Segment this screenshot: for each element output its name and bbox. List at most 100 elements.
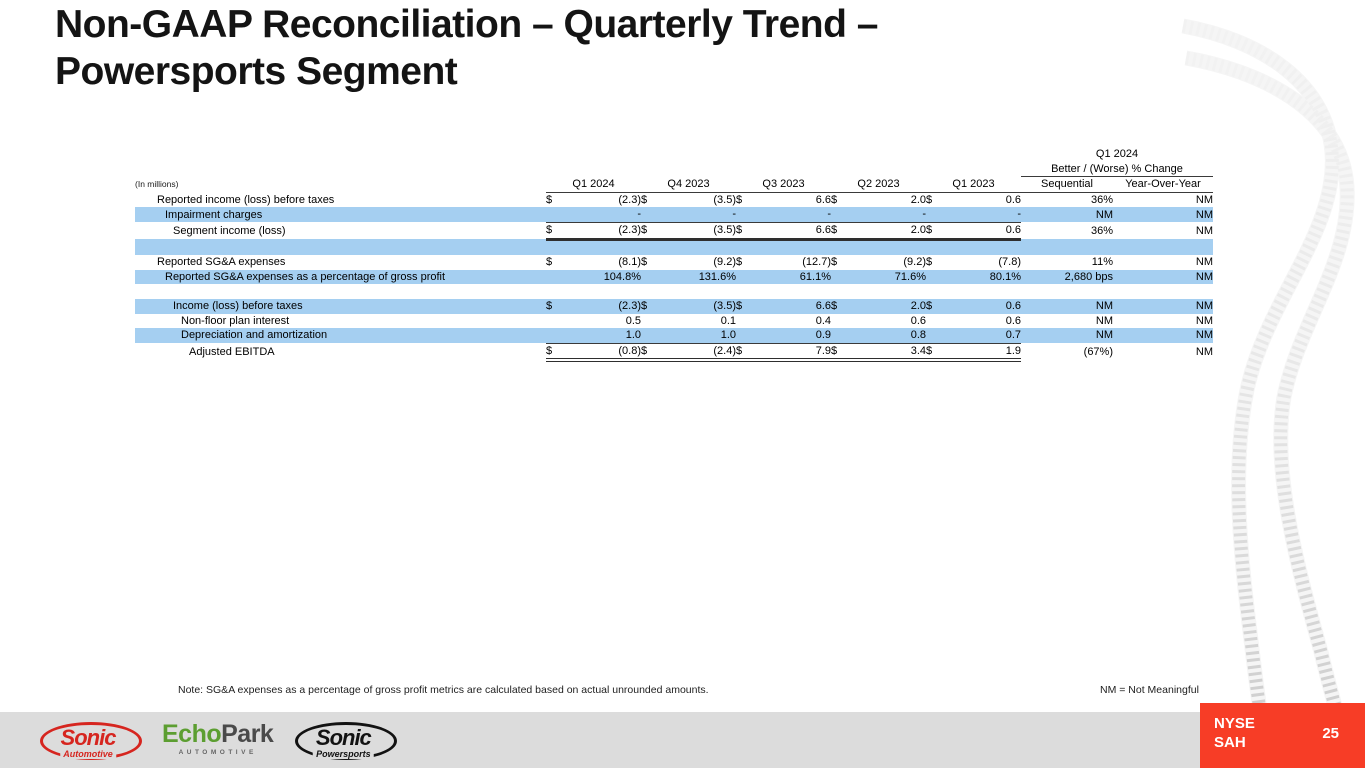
change-header-row-2: Better / (Worse) % Change — [135, 161, 1213, 178]
dollar-sign-cell — [831, 314, 847, 329]
value-cell: (12.7) — [802, 256, 831, 269]
yoy-change-cell: NM — [1195, 224, 1213, 237]
value-cell: (3.5) — [657, 298, 736, 314]
column-header-q1-2023: Q1 2023 — [926, 176, 1021, 193]
dollar-sign-cell — [641, 328, 657, 344]
spacer-row — [135, 284, 1213, 299]
value-cell: - — [562, 207, 641, 223]
sequential-change-cell — [1021, 239, 1113, 256]
value-cell — [657, 239, 736, 256]
value-cell: 71.6% — [847, 269, 926, 285]
value-cell: (3.5) — [657, 222, 736, 241]
value-cell: (7.8) — [998, 256, 1021, 269]
dollar-sign-cell — [736, 207, 752, 223]
yoy-change-cell — [1113, 284, 1213, 299]
dollar-sign-cell: $ — [831, 256, 838, 269]
sonic-automotive-logo: Sonic Automotive — [40, 721, 142, 760]
value-cell: 3.4 — [847, 343, 926, 363]
dollar-sign-cell — [641, 207, 657, 223]
row-label — [135, 284, 546, 299]
echopark-logo: EchoPark AUTOMOTIVE — [162, 719, 274, 757]
dollar-sign-cell: $ — [546, 256, 553, 269]
sequential-change-cell: 2,680 bps — [1021, 269, 1113, 285]
dollar-sign-cell — [736, 328, 752, 344]
value-cell: (2.4) — [657, 343, 736, 363]
value-cell: 0.6 — [942, 298, 1021, 314]
sequential-change-cell: 36% — [1090, 193, 1113, 206]
sonic-powersports-logo: Sonic Powersports — [295, 721, 398, 760]
value-cell: (0.8) — [562, 343, 641, 363]
value-cell: 80.1% — [942, 269, 1021, 285]
value-cell: 0.1 — [720, 314, 736, 327]
dollar-sign-cell — [736, 314, 752, 329]
value-cell — [847, 239, 926, 256]
dollar-sign-cell — [831, 284, 847, 299]
dollar-sign-cell: $ — [641, 222, 657, 241]
dollar-sign-cell — [926, 284, 942, 299]
value-cell: 0.9 — [752, 328, 831, 344]
sequential-change-cell: NM — [1021, 207, 1113, 223]
column-header-q3-2023: Q3 2023 — [736, 176, 831, 193]
dollar-sign-cell — [736, 284, 752, 299]
units-label: (In millions) — [135, 179, 179, 190]
change-header-quarter: Q1 2024 — [1095, 148, 1139, 161]
value-cell: 1.0 — [562, 328, 641, 344]
value-cell — [942, 239, 1021, 256]
value-cell — [847, 284, 926, 299]
value-cell — [562, 239, 641, 256]
sequential-change-cell: 11% — [1091, 256, 1113, 269]
dollar-sign-cell — [546, 269, 562, 285]
dollar-sign-cell — [736, 239, 752, 256]
sonic-powersports-wordmark: Sonic — [315, 725, 372, 750]
value-cell: (3.5) — [713, 193, 736, 206]
dollar-sign-cell — [831, 239, 847, 256]
column-header-q1-2024: Q1 2024 — [546, 176, 641, 193]
dollar-sign-cell: $ — [546, 298, 562, 314]
value-cell: 104.8% — [562, 269, 641, 285]
value-cell: 131.6% — [657, 269, 736, 285]
dollar-sign-cell: $ — [926, 256, 933, 269]
value-cell: 0.5 — [625, 314, 641, 327]
value-cell: 2.0 — [847, 298, 926, 314]
sequential-change-cell: NM — [1021, 328, 1113, 344]
echopark-wordmark-echo: Echo — [162, 719, 222, 748]
sonic-automotive-wordmark: Sonic — [60, 725, 117, 750]
yoy-change-cell: NM — [1195, 193, 1213, 206]
dollar-sign-cell: $ — [831, 343, 847, 363]
dollar-sign-cell: $ — [926, 193, 933, 206]
sonic-powersports-subtext: Powersports — [313, 750, 374, 759]
dollar-sign-cell — [926, 328, 942, 344]
value-cell: 0.6 — [910, 314, 926, 327]
dollar-sign-cell: $ — [926, 298, 942, 314]
dollar-sign-cell: $ — [736, 343, 752, 363]
page-number: 25 — [1322, 725, 1339, 742]
value-cell: - — [942, 207, 1021, 223]
row-label: Depreciation and amortization — [135, 328, 546, 344]
value-cell: 0.7 — [942, 328, 1021, 344]
dollar-sign-cell — [641, 314, 657, 329]
dollar-sign-cell — [641, 239, 657, 256]
yoy-change-cell: NM — [1113, 269, 1213, 285]
change-header-row-1: Q1 2024 — [135, 147, 1213, 162]
dollar-sign-cell — [546, 207, 562, 223]
reconciliation-table: Q1 2024 Better / (Worse) % Change (In mi… — [135, 147, 1213, 363]
column-header-q4-2023: Q4 2023 — [641, 176, 736, 193]
yoy-change-cell: NM — [1113, 207, 1213, 223]
value-cell: 6.6 — [752, 222, 831, 241]
dollar-sign-cell — [736, 269, 752, 285]
sequential-change-cell: (67%) — [1083, 345, 1113, 358]
value-cell: 0.4 — [815, 314, 831, 327]
dollar-sign-cell — [831, 269, 847, 285]
value-cell: 6.6 — [815, 193, 831, 206]
value-cell: 0.8 — [847, 328, 926, 344]
yoy-change-cell: NM — [1195, 256, 1213, 269]
sequential-change-cell: 36% — [1090, 224, 1113, 237]
logo-strip: Sonic Automotive EchoPark AUTOMOTIVE Son… — [40, 716, 398, 764]
echopark-subtext: AUTOMOTIVE — [178, 748, 257, 756]
table-body: Reported income (loss) before taxes $ (2.3… — [135, 192, 1213, 363]
table-row: Segment income (loss) $ (2.3) $ (3.5) $6.6 $2.… — [135, 222, 1213, 241]
column-header-year-over-year: Year-Over-Year — [1113, 176, 1213, 193]
dollar-sign-cell — [546, 284, 562, 299]
sequential-change-cell — [1021, 284, 1113, 299]
